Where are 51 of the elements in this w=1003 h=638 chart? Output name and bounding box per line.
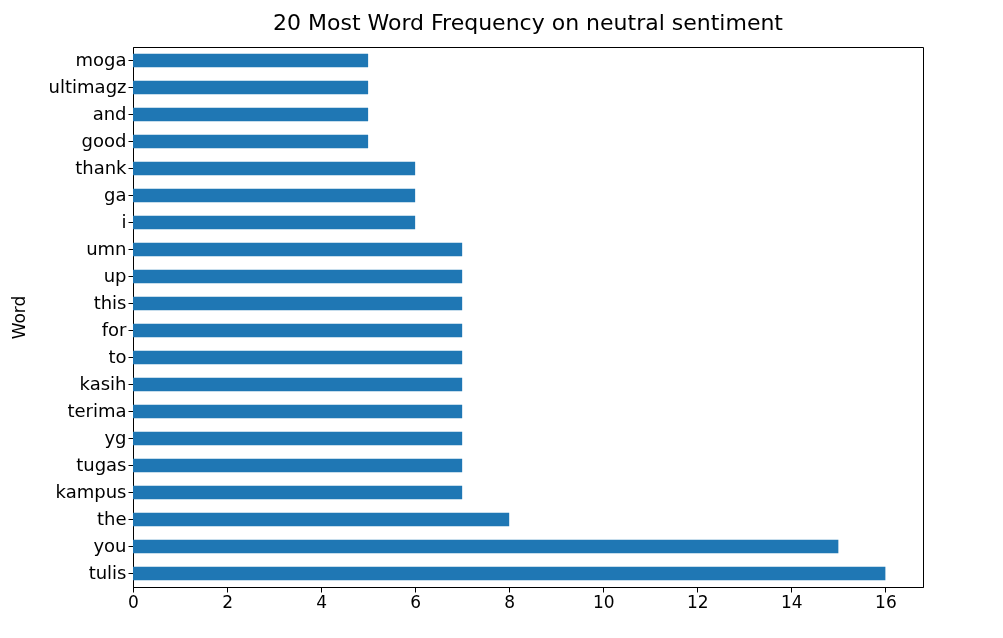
bar bbox=[133, 566, 886, 581]
y-tick-label: good bbox=[81, 129, 127, 151]
y-tick-label: ga bbox=[104, 183, 127, 205]
y-tick-label: kasih bbox=[79, 372, 127, 394]
y-tick-label: moga bbox=[75, 48, 127, 70]
y-tick-label: the bbox=[96, 507, 127, 529]
y-tick-label: and bbox=[92, 102, 127, 124]
bar bbox=[133, 431, 463, 446]
bar bbox=[133, 512, 510, 527]
bar bbox=[133, 485, 463, 500]
x-tick-label: 14 bbox=[781, 591, 803, 612]
y-tick-label: this bbox=[93, 291, 127, 313]
bar bbox=[133, 269, 463, 284]
x-tick-label: 10 bbox=[592, 591, 615, 612]
y-tick-label: terima bbox=[67, 399, 127, 421]
bar bbox=[133, 539, 839, 554]
y-tick-label: i bbox=[121, 210, 127, 232]
x-tick-label: 12 bbox=[686, 591, 709, 612]
x-tick-label: 4 bbox=[316, 591, 328, 612]
bar bbox=[133, 188, 416, 203]
bar bbox=[133, 53, 369, 68]
chart-title: 20 Most Word Frequency on neutral sentiment bbox=[273, 10, 784, 35]
bar bbox=[133, 377, 463, 392]
bar bbox=[133, 404, 463, 419]
bar bbox=[133, 80, 369, 95]
bar bbox=[133, 161, 416, 176]
bar bbox=[133, 350, 463, 365]
x-tick-label: 0 bbox=[128, 591, 139, 612]
y-tick-label: yg bbox=[104, 426, 127, 448]
x-tick-label: 2 bbox=[222, 591, 233, 612]
y-tick-label: umn bbox=[86, 237, 127, 259]
y-tick-label: for bbox=[101, 318, 128, 340]
y-tick-label: to bbox=[108, 345, 127, 367]
bar bbox=[133, 296, 463, 311]
bar bbox=[133, 134, 369, 149]
x-tick-label: 6 bbox=[410, 591, 422, 612]
y-tick-label: kampus bbox=[55, 480, 127, 502]
x-tick-label: 16 bbox=[875, 591, 897, 612]
y-tick-label: tugas bbox=[76, 453, 127, 475]
y-tick-label: tulis bbox=[88, 561, 127, 583]
y-tick-label: up bbox=[103, 264, 127, 286]
y-tick-label: thank bbox=[75, 156, 128, 178]
bar bbox=[133, 458, 463, 473]
bar bbox=[133, 242, 463, 257]
y-axis-title: Word bbox=[8, 295, 29, 340]
x-tick-label: 8 bbox=[504, 591, 516, 612]
y-tick-label: you bbox=[93, 534, 127, 556]
bar bbox=[133, 215, 416, 230]
bar bbox=[133, 107, 369, 122]
y-tick-label: ultimagz bbox=[48, 75, 127, 97]
bar bbox=[133, 323, 463, 338]
